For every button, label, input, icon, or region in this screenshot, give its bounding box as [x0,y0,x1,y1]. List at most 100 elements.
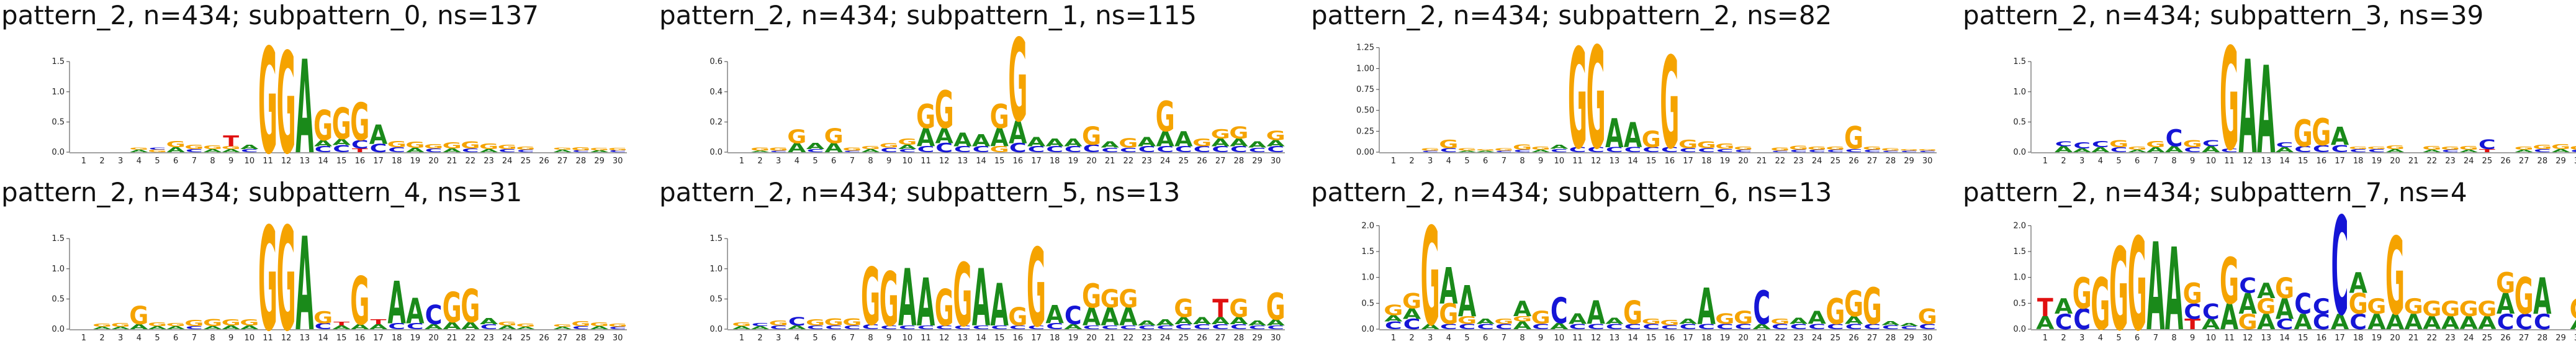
logo-letter-c: C [1212,323,1229,331]
logo-letter-g: G [1384,302,1403,319]
logo-letter-a: A [2533,268,2552,325]
x-tick-label: 17 [1031,157,1042,166]
logo-letter-g: G [1734,307,1753,328]
logo-letter-a: A [2478,313,2496,334]
logo-letter-g: G [1439,297,1458,330]
x-tick-label: 1 [1391,157,1396,166]
logo-letter-c: C [2166,125,2183,152]
logo-letter-c: C [880,147,898,154]
x-tick-label: 25 [2482,334,2493,343]
y-tick-label: 0.0 [52,148,65,157]
logo-letter-c: C [1120,147,1137,154]
logo-letter-g: G [1660,32,1679,177]
logo-letter-g: G [2294,111,2313,155]
logo-letter-c: C [1267,325,1284,330]
logo-letter-a: A [2441,313,2459,334]
logo-letter-a: A [2515,149,2533,153]
logo-letter-c: C [1551,148,1568,153]
y-tick-label: 0.75 [1356,85,1374,94]
logo-letter-a: A [2459,313,2477,334]
logo-letter-g: G [1587,18,1606,177]
logo-letter-g: G [1513,315,1532,323]
logo-letter-c: C [1249,325,1266,330]
logo-letter-a: A [898,143,917,151]
x-tick-label: 25 [1831,157,1841,166]
logo-letter-a: A [2294,309,2312,335]
x-tick-label: 15 [2298,157,2308,166]
x-tick-label: 3 [2079,157,2084,166]
x-tick-label: 12 [281,157,292,166]
logo-letter-a: A [1900,322,1918,327]
logo-letter-g: G [787,126,806,148]
x-tick-label: 7 [850,157,855,166]
logo-letter-c: C [2442,149,2459,153]
logo-letter-c: C [2276,317,2294,333]
y-tick-label: 0.0 [1361,325,1374,334]
logo-letter-a: A [2239,288,2258,320]
logo-letter-c: C [1551,291,1568,332]
logo-letter-g: G [203,145,222,150]
logo-letter-a: A [1513,296,1531,322]
x-tick-label: 7 [192,157,197,166]
x-tick-label: 18 [2353,157,2364,166]
logo-letter-a: A [204,325,222,330]
x-tick-label: 8 [210,334,215,343]
logo-letter-a: A [2091,146,2110,154]
logo-letter-g: G [387,140,407,149]
logo-letter-g: G [732,322,751,327]
logo-letter-a: A [2202,145,2220,154]
logo-letter-a: A [1083,303,1101,332]
x-tick-label: 19 [1068,157,1079,166]
logo-letter-c: C [1772,322,1789,330]
x-tick-label: 12 [939,157,950,166]
logo-letter-c: C [2349,309,2367,335]
logo-letter-g: G [258,19,277,177]
logo-letter-a: A [898,253,916,345]
logo-letter-a: A [935,125,954,148]
logo-letter-c: C [1495,322,1513,330]
logo-letter-c: C [2497,309,2515,335]
logo-letter-a: A [406,147,425,153]
logo-letter-a: A [590,325,608,330]
x-tick-label: 3 [776,334,781,343]
x-tick-label: 19 [2372,334,2382,343]
logo-letter-g: G [240,318,259,327]
x-tick-label: 16 [2317,157,2327,166]
x-tick-label: 2 [99,157,104,166]
logo-letter-a: A [333,325,351,330]
logo-letter-g: G [2183,138,2202,150]
logo-letter-g: G [92,323,112,328]
logo-letter-a: A [93,326,111,330]
x-tick-label: 30 [613,157,623,166]
logo-letter-c: C [1808,322,1826,330]
logo-letter-a: A [111,326,129,330]
x-tick-label: 4 [795,157,799,166]
logo-letter-g: G [861,252,880,344]
x-tick-label: 22 [1124,334,1134,343]
x-tick-label: 23 [1793,334,1804,343]
logo-letter-t: T [352,148,368,153]
x-tick-label: 17 [1031,334,1042,343]
logo-letter-a: A [1156,318,1174,327]
y-tick-label: 1.25 [1356,43,1374,53]
logo-letter-g: G [1899,148,1919,151]
logo-letter-c: C [241,148,258,153]
logo-letter-c: C [1230,323,1248,331]
logo-letter-g: G [1421,199,1440,354]
x-tick-label: 23 [1142,157,1152,166]
x-tick-label: 13 [2261,157,2272,166]
logo-letter-a: A [295,33,313,177]
logo-letter-c: C [1642,146,1660,154]
logo-letter-g: G [2128,146,2147,151]
logo-letter-g: G [1402,288,1421,314]
logo-letter-c: C [425,148,443,153]
x-tick-label: 25 [521,157,531,166]
logo-letter-a: A [333,137,351,147]
x-tick-label: 4 [2098,157,2103,166]
logo-letter-c: C [2202,138,2220,148]
logo-letter-g: G [935,279,954,337]
x-tick-label: 5 [813,334,817,343]
x-tick-label: 5 [1464,157,1469,166]
logo-panel: pattern_2, n=434; subpattern_6, ns=13 0.0… [1310,177,1949,354]
x-tick-label: 30 [1271,334,1281,343]
